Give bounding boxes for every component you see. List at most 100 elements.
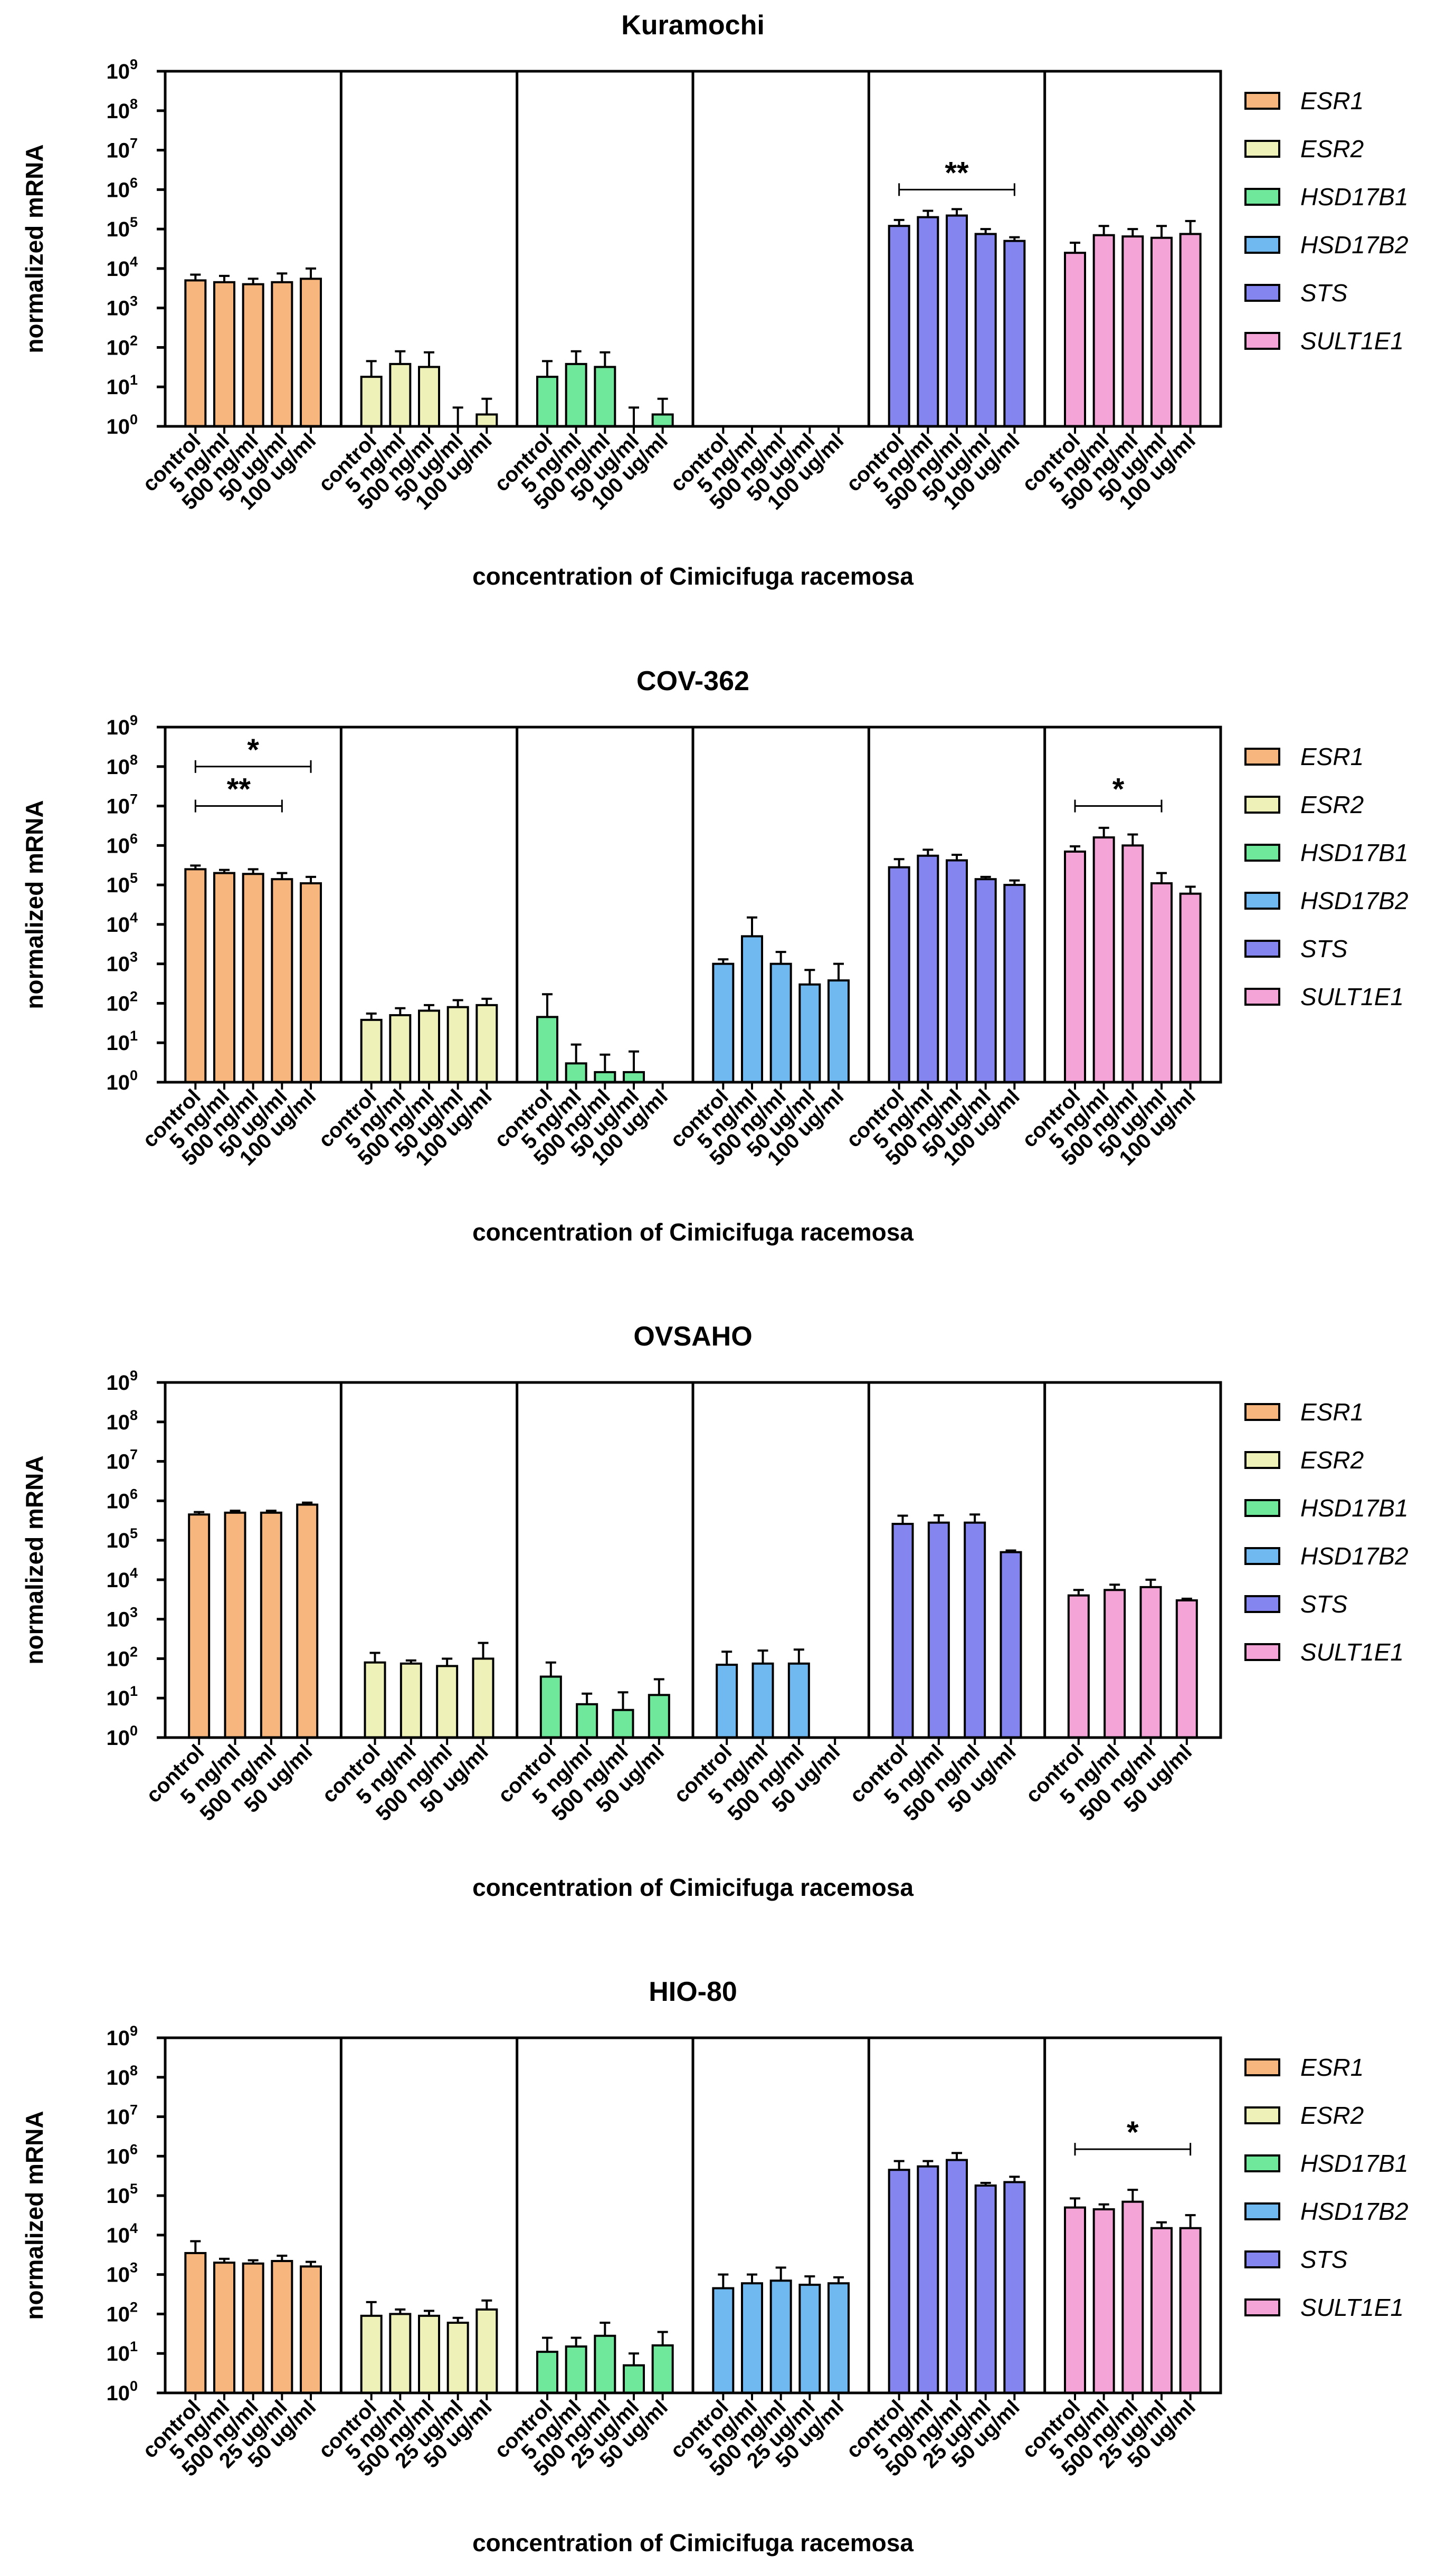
y-tick-label: 106 (106, 1486, 138, 1513)
legend-swatch-hsd17b2 (1244, 892, 1280, 910)
legend: ESR1 ESR2 HSD17B1 HSD17B2 STS SULT1E1 (1244, 1398, 1409, 1666)
legend-label-sts: STS (1300, 2246, 1348, 2273)
bar-sts-4 (1003, 2181, 1026, 2394)
y-tick-label: 103 (106, 293, 138, 320)
chart-panel-ovsaho: OVSAHO normalized mRNA concentration of Ci… (21, 1321, 1409, 1901)
significance-label: * (1127, 2115, 1139, 2150)
legend-label-hsd17b2: HSD17B2 (1300, 2198, 1409, 2225)
bar-hsd17b1-2 (594, 366, 616, 428)
y-tick-base: 10 (106, 1451, 130, 1474)
y-tick-exponent: 4 (130, 1565, 138, 1581)
bar-sult1e1-3 (1150, 2227, 1173, 2394)
legend-label-hsd17b2: HSD17B2 (1300, 231, 1409, 259)
bar-sult1e1-0 (1064, 252, 1086, 427)
bar-sts-1 (917, 2165, 939, 2394)
legend-swatch-esr1 (1244, 92, 1280, 110)
plot-frame (164, 2036, 1222, 2394)
y-tick-exponent: 4 (130, 2220, 138, 2236)
y-tick-base: 10 (106, 2342, 130, 2365)
y-tick-label: 106 (106, 831, 138, 857)
bar-sts-3 (974, 233, 997, 427)
bar-esr1-1 (213, 872, 235, 1083)
bar-hsd17b1-1 (576, 1703, 598, 1739)
y-tick-label: 107 (106, 791, 138, 818)
plot-frame (164, 1381, 1222, 1739)
bar-sts-0 (888, 866, 910, 1083)
bar-esr1-4 (300, 278, 322, 428)
bar-hsd17b1-3 (648, 1694, 670, 1739)
y-tick-base: 10 (106, 1411, 130, 1434)
bar-sult1e1-0 (1064, 850, 1086, 1083)
y-tick-base: 10 (106, 2145, 130, 2168)
legend-swatch-sts (1244, 1595, 1280, 1613)
y-tick-label: 100 (106, 1067, 138, 1094)
legend-label-hsd17b1: HSD17B1 (1300, 1494, 1409, 1522)
bar-esr2-3 (446, 1006, 469, 1083)
y-tick-exponent: 3 (130, 2260, 138, 2276)
bar-sult1e1-2 (1121, 844, 1144, 1084)
bar-hsd17b1-2 (612, 1709, 634, 1739)
bar-hsd17b1-0 (536, 1016, 558, 1084)
y-tick-exponent: 8 (130, 1407, 138, 1423)
y-tick-exponent: 2 (130, 332, 138, 348)
bar-hsd17b2-0 (712, 2287, 735, 2394)
x-axis-title: concentration of Cimicifuga racemosa (472, 2529, 914, 2556)
bar-hsd17b1-1 (565, 1062, 587, 1083)
legend-swatch-sult1e1 (1244, 988, 1280, 1006)
y-tick-label: 100 (106, 2378, 138, 2405)
bar-sult1e1-2 (1121, 2200, 1144, 2394)
legend-swatch-esr1 (1244, 2058, 1280, 2076)
bar-sts-0 (888, 225, 910, 427)
y-tick-exponent: 1 (130, 1683, 138, 1699)
legend-swatch-sult1e1 (1244, 332, 1280, 350)
bar-hsd17b2-4 (827, 2282, 850, 2394)
bar-sts-1 (927, 1521, 950, 1739)
bar-hsd17b2-0 (712, 962, 735, 1083)
bar-esr2-1 (389, 362, 412, 428)
y-tick-exponent: 9 (130, 712, 138, 728)
legend-label-sts: STS (1300, 279, 1348, 307)
bar-sult1e1-2 (1139, 1586, 1162, 1739)
y-tick-exponent: 6 (130, 2141, 138, 2157)
y-tick-base: 10 (106, 1647, 130, 1671)
y-tick-exponent: 8 (130, 96, 138, 112)
bar-sult1e1-1 (1092, 2208, 1115, 2394)
bar-esr2-2 (436, 1665, 459, 1739)
bar-esr1-1 (213, 281, 235, 427)
y-tick-label: 105 (106, 214, 138, 241)
significance-label: ** (227, 772, 251, 807)
bar-esr2-0 (360, 2314, 383, 2394)
bar-hsd17b1-1 (565, 362, 587, 428)
significance-label: * (1112, 772, 1125, 807)
bar-hsd17b1-0 (536, 376, 558, 427)
bar-esr1-1 (213, 2262, 235, 2394)
bar-hsd17b1-3 (623, 1071, 645, 1083)
legend-swatch-sult1e1 (1244, 1643, 1280, 1661)
y-tick-exponent: 5 (130, 214, 138, 230)
bar-hsd17b1-0 (536, 2351, 558, 2394)
legend-label-hsd17b2: HSD17B2 (1300, 1542, 1409, 1570)
bar-esr2-1 (389, 1014, 412, 1084)
y-tick-label: 108 (106, 96, 138, 123)
bar-sts-2 (946, 214, 968, 427)
bar-sult1e1-2 (1121, 235, 1144, 427)
bar-esr1-2 (242, 2262, 264, 2394)
y-tick-exponent: 8 (130, 752, 138, 768)
bar-esr1-4 (300, 882, 322, 1083)
chart-panel-kuramochi: Kuramochi normalized mRNA concentration of… (21, 10, 1409, 590)
y-tick-base: 10 (106, 2184, 130, 2208)
bar-esr2-2 (418, 366, 440, 428)
y-tick-label: 106 (106, 2141, 138, 2168)
bar-hsd17b1-0 (539, 1675, 562, 1739)
y-tick-label: 104 (106, 254, 138, 281)
bar-sts-0 (891, 1523, 914, 1739)
y-tick-exponent: 1 (130, 372, 138, 388)
y-tick-exponent: 7 (130, 791, 138, 807)
bar-esr1-3 (296, 1503, 319, 1739)
bar-sult1e1-4 (1179, 233, 1202, 427)
x-axis-title: concentration of Cimicifuga racemosa (472, 1218, 914, 1246)
legend-swatch-hsd17b1 (1244, 844, 1280, 862)
bar-sts-1 (917, 854, 939, 1083)
